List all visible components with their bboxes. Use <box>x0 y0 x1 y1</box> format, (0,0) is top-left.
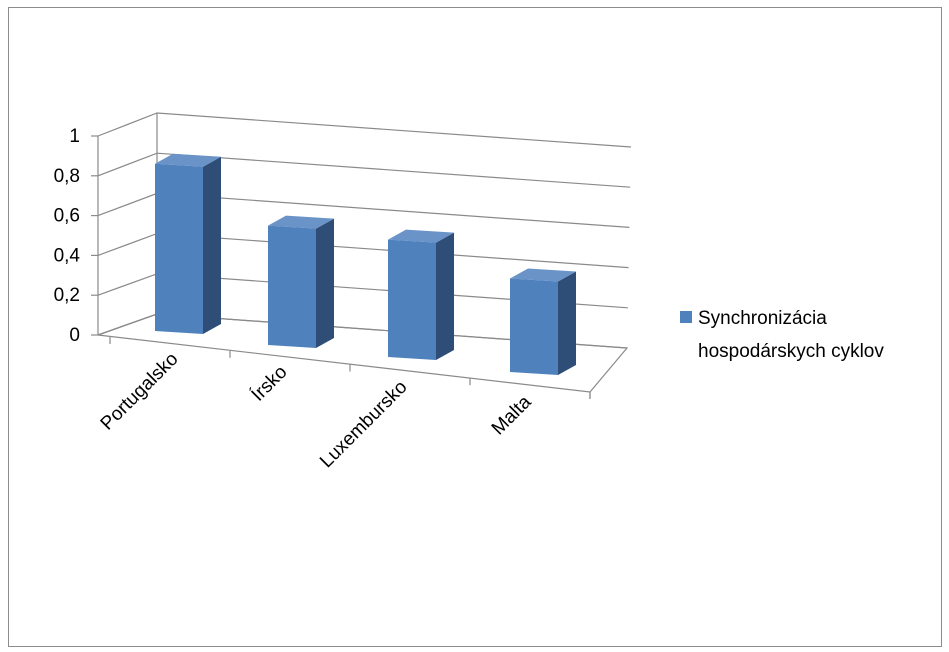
bar-side-face <box>203 156 221 334</box>
x-category-label: Luxembursko <box>316 377 412 473</box>
bar-front-face <box>155 163 203 334</box>
legend-label-line1: Synchronizácia <box>698 308 827 329</box>
gridline <box>97 112 632 148</box>
x-category-label: Malta <box>488 391 536 439</box>
y-tick-label: 0,2 <box>54 285 80 306</box>
bar-Luxembursko <box>388 229 454 360</box>
bar-Malta <box>510 268 576 375</box>
bar-Írsko <box>268 215 334 348</box>
bars <box>155 153 576 375</box>
bar-top-face <box>155 153 221 167</box>
x-category-label: Írsko <box>248 362 292 406</box>
y-tick-label: 1 <box>69 126 80 147</box>
legend-label-line2: hospodárskych cyklov <box>698 341 884 362</box>
bar-side-face <box>558 271 576 375</box>
y-tick-label: 0 <box>69 325 80 346</box>
y-axis-tick-labels: 0 0,2 0,4 0,6 0,8 1 <box>54 126 81 346</box>
bar-top-face <box>388 229 454 243</box>
y-tick-label: 0,6 <box>54 206 80 227</box>
bar-side-face <box>436 232 454 360</box>
bar-top-face <box>268 215 334 229</box>
bar-front-face <box>268 225 316 348</box>
gridline <box>97 152 631 188</box>
bar-Portugalsko <box>155 153 221 334</box>
bar-top-face <box>510 268 576 282</box>
bar-front-face <box>510 278 558 375</box>
x-axis-category-labels: Portugalsko Írsko Luxembursko Malta <box>97 349 536 473</box>
legend-swatch <box>680 311 692 323</box>
legend: Synchronizácia hospodárskych cyklov <box>680 308 884 362</box>
y-tick-label: 0,4 <box>54 245 81 266</box>
x-category-label: Portugalsko <box>97 349 183 435</box>
y-tick-label: 0,8 <box>54 166 80 187</box>
bar-front-face <box>388 239 436 360</box>
bar-side-face <box>316 218 334 348</box>
